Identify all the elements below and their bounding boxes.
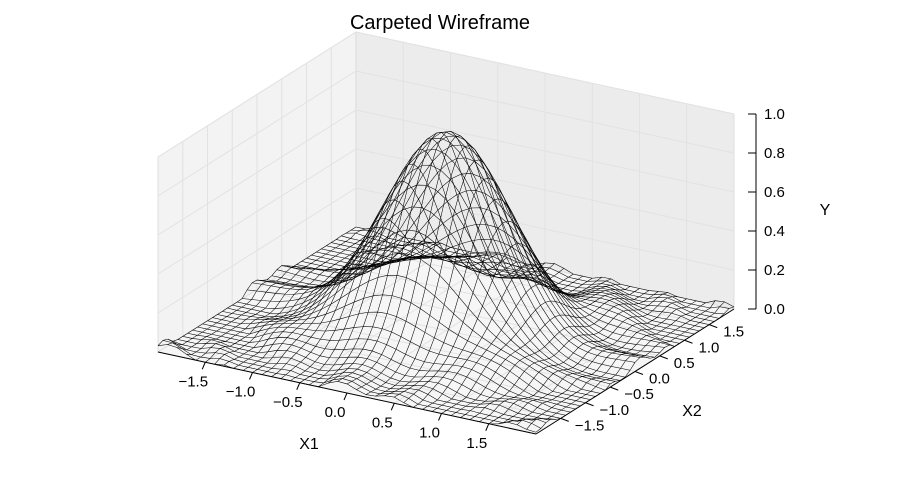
grid-line xyxy=(256,289,636,372)
y-tick-mark xyxy=(684,339,693,344)
y-axis-label: X2 xyxy=(682,403,702,420)
wire-line-y xyxy=(247,149,626,378)
wire-line-y xyxy=(281,173,660,353)
y-tick-mark xyxy=(709,324,718,329)
grid-line xyxy=(157,109,735,236)
wire-line-y xyxy=(202,323,581,407)
wire-line-y xyxy=(217,275,596,397)
x-tick-label: 0.5 xyxy=(372,414,393,431)
x-tick-mark xyxy=(249,372,253,380)
z-tick-label: 0.6 xyxy=(764,184,785,201)
z-axis-label: Y xyxy=(820,202,831,219)
grid-line xyxy=(157,31,735,158)
z-tick-label: 0.8 xyxy=(764,145,785,162)
y-tick-mark xyxy=(610,386,619,391)
wire-line-y xyxy=(227,229,606,391)
wire-line-y xyxy=(232,206,611,385)
wire-line-y xyxy=(346,232,725,314)
wire-line-y xyxy=(222,252,601,394)
wire-line-y xyxy=(182,336,561,419)
z-tick-label: 0.2 xyxy=(764,262,785,279)
wire-line-y xyxy=(187,332,566,416)
x-tick-mark xyxy=(390,403,395,411)
y-tick-mark xyxy=(585,402,594,407)
x-tick-label: 0.0 xyxy=(325,404,346,421)
x-tick-label: −1.0 xyxy=(226,384,256,401)
wire-line-y xyxy=(162,340,542,429)
wire-line-y xyxy=(296,224,675,347)
x-tick-mark xyxy=(485,423,490,431)
wire-line-y xyxy=(242,165,621,381)
wire-line-y xyxy=(177,339,556,420)
x-tick-mark xyxy=(438,413,442,421)
y-tick-label: −1.0 xyxy=(600,402,630,419)
x-tick-label: −0.5 xyxy=(273,394,303,411)
grid-line xyxy=(207,320,586,404)
x-tick-mark xyxy=(343,392,348,401)
y-tick-label: −0.5 xyxy=(624,386,654,403)
wireframe-surface xyxy=(157,131,735,433)
y-tick-label: 1.0 xyxy=(699,339,720,356)
z-tick-label: 0.4 xyxy=(764,223,785,240)
x-axis-label: X1 xyxy=(299,436,319,453)
wire-line-y xyxy=(316,251,695,335)
grid-line xyxy=(157,187,735,314)
grid-line xyxy=(306,257,685,341)
wire-line-y xyxy=(237,184,616,382)
x-tick-mark xyxy=(201,362,206,370)
grid-line xyxy=(232,304,611,388)
wire-line-y xyxy=(192,329,571,413)
wire-line-y xyxy=(321,248,700,332)
x-tick-mark xyxy=(296,382,301,390)
wire-line-y xyxy=(355,226,735,308)
y-tick-mark xyxy=(560,417,569,422)
wire-line-y xyxy=(291,207,670,346)
y-tick-mark xyxy=(659,355,668,360)
wire-line-y xyxy=(207,311,586,404)
y-tick-label: 0.5 xyxy=(674,355,695,372)
wire-line-y xyxy=(167,338,546,423)
z-tick-label: 0.0 xyxy=(764,301,785,318)
wire-line-y xyxy=(252,137,631,371)
axis-lines xyxy=(157,113,757,435)
x-tick-label: −1.5 xyxy=(178,373,208,390)
tick-labels: −1.5−1.0−0.50.00.51.01.5−1.5−1.0−0.50.00… xyxy=(178,106,784,452)
wire-line-y xyxy=(197,326,576,410)
y-tick-label: −1.5 xyxy=(575,417,605,434)
wire-line-y xyxy=(286,190,665,348)
wire-line-y xyxy=(351,229,730,309)
y-tick-label: 1.5 xyxy=(723,324,744,341)
x-tick-label: 1.5 xyxy=(466,435,487,452)
wire-line-y xyxy=(311,254,690,338)
wire-line-y xyxy=(276,157,655,358)
x-tick-label: 1.0 xyxy=(419,425,440,442)
grid-line xyxy=(157,70,735,197)
wire-line-y xyxy=(172,341,551,421)
wire-line-y xyxy=(306,251,685,341)
grid-line xyxy=(157,148,735,275)
y-tick-mark xyxy=(634,371,644,375)
wire-line-y xyxy=(331,242,710,325)
y-tick-label: 0.0 xyxy=(649,371,670,388)
wire-line-y xyxy=(336,239,715,322)
wire-line-y xyxy=(271,144,650,359)
grid-lines xyxy=(157,31,735,425)
z-tick-label: 1.0 xyxy=(764,106,785,123)
chart-title: Carpeted Wireframe xyxy=(350,12,530,34)
wire-line-y xyxy=(212,294,591,400)
